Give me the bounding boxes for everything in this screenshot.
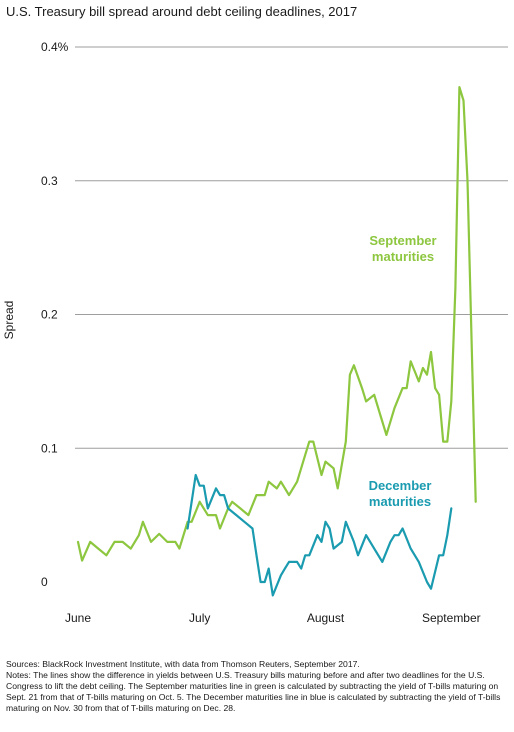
sources-text: Sources: BlackRock Investment Institute,… [6,659,360,669]
y-tick-label: 0.4% [41,40,69,54]
gridlines [75,46,508,449]
x-tick-label: August [307,611,345,625]
x-tick-label: July [189,611,210,625]
notes-text: Notes: The lines show the difference in … [6,670,501,713]
december-annotation: December [369,478,432,493]
september-series-line [76,85,477,562]
y-tick-label: 0.3 [41,174,58,188]
december-series-line [186,473,453,597]
series-lines [76,85,477,597]
september-annotation: maturities [372,249,434,264]
y-tick-label: 0 [41,575,48,589]
december-annotation: maturities [369,494,431,509]
y-axis-ticks: 0.4% 0.3 0.2 0.1 0 [41,40,69,589]
y-tick-label: 0.1 [41,441,58,455]
x-tick-label: June [65,611,91,625]
chart-title: U.S. Treasury bill spread around debt ce… [6,4,358,19]
x-tick-label: September [422,611,481,625]
line-chart: 0.4% 0.3 0.2 0.1 0 June July August September S… [2,40,508,625]
y-tick-label: 0.2 [41,308,58,322]
y-axis-label: Spread [2,301,16,340]
x-axis-ticks: June July August September [65,611,481,625]
september-annotation: September [369,233,436,248]
footnotes: Sources: BlackRock Investment Institute,… [6,659,508,714]
